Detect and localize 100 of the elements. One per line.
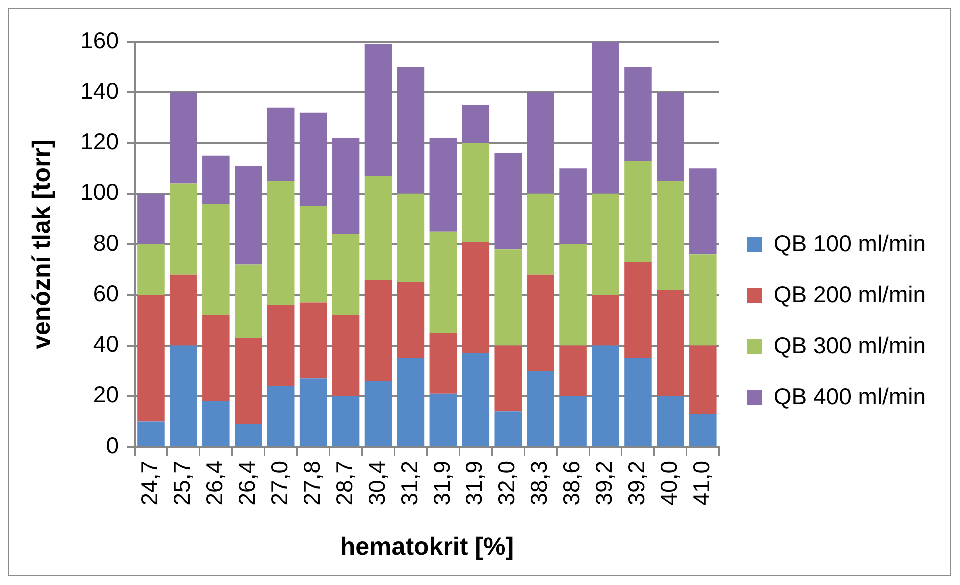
bar — [364, 381, 392, 446]
bar — [170, 274, 198, 346]
bar — [430, 232, 458, 334]
bar — [397, 67, 425, 194]
bar — [657, 92, 684, 182]
x-tick-label: 40,0 — [656, 461, 682, 506]
bar — [560, 396, 587, 446]
bar — [527, 194, 554, 275]
x-axis-title: hematokrit [%] — [340, 532, 514, 561]
bar — [560, 168, 587, 244]
y-tick-label: 40 — [93, 331, 119, 358]
x-tick-label: 39,2 — [591, 461, 618, 506]
bar — [267, 108, 295, 182]
bar — [138, 244, 165, 296]
bar — [494, 346, 522, 412]
y-tick-label: 0 — [106, 432, 119, 458]
bar — [657, 396, 684, 446]
x-tick-label: 38,3 — [526, 461, 552, 506]
y-axis-title: venózní tlak [torr] — [28, 140, 56, 350]
bar — [462, 353, 490, 446]
bar — [202, 156, 230, 204]
bar — [202, 401, 230, 446]
x-tick-label: 41,0 — [688, 461, 715, 506]
bar — [364, 280, 392, 382]
bar — [462, 105, 490, 144]
bar — [592, 346, 620, 446]
bar — [138, 194, 165, 244]
bar — [364, 176, 392, 280]
bar — [430, 333, 458, 394]
bar — [690, 414, 717, 446]
bar — [430, 394, 458, 446]
y-tick-label: 160 — [80, 27, 119, 54]
bar — [462, 242, 490, 354]
x-tick-label: 32,0 — [494, 461, 520, 506]
bar — [300, 206, 328, 303]
bar — [624, 160, 652, 262]
x-tick-label: 26,4 — [234, 460, 260, 506]
bar — [527, 274, 554, 372]
legend-label: QB 200 ml/min — [774, 281, 926, 308]
bar — [332, 396, 360, 446]
bar — [234, 424, 262, 446]
bar — [267, 305, 295, 386]
bar — [138, 295, 165, 422]
y-tick-label: 60 — [93, 280, 119, 306]
bar — [170, 184, 198, 275]
x-tick-label: 28,7 — [331, 461, 358, 506]
y-tick-label: 100 — [80, 179, 119, 206]
bar — [364, 44, 392, 176]
bar — [234, 338, 262, 424]
bar — [202, 315, 230, 402]
x-tick-label: 31,2 — [396, 461, 422, 506]
bar — [690, 346, 717, 414]
bar — [202, 204, 230, 316]
x-tick-label: 25,7 — [169, 461, 196, 506]
bar — [494, 153, 522, 250]
bar — [234, 264, 262, 338]
bar — [397, 282, 425, 358]
bar — [462, 143, 490, 242]
bar — [234, 166, 262, 265]
legend-label: QB 300 ml/min — [774, 332, 926, 358]
bar — [332, 138, 360, 234]
bar — [332, 315, 360, 396]
x-tick-label: 24,7 — [136, 461, 163, 506]
bar — [267, 181, 295, 306]
bar — [624, 262, 652, 358]
bar — [332, 234, 360, 316]
bar — [592, 194, 620, 296]
bar — [170, 92, 198, 184]
x-tick-label: 31,9 — [461, 461, 488, 506]
x-tick-label: 26,4 — [202, 460, 228, 506]
bar — [527, 92, 554, 194]
y-tick-label: 120 — [80, 128, 119, 155]
bar — [300, 378, 328, 446]
x-tick-label: 38,6 — [558, 461, 585, 506]
legend-label: QB 400 ml/min — [774, 383, 926, 410]
bar — [560, 244, 587, 346]
bar — [624, 67, 652, 161]
x-tick-label: 39,2 — [624, 461, 650, 506]
bar — [300, 112, 328, 207]
bar — [592, 295, 620, 346]
bar — [397, 194, 425, 282]
bar — [624, 358, 652, 446]
y-tick-label: 80 — [93, 230, 119, 256]
bar — [657, 290, 684, 396]
bar — [494, 250, 522, 346]
bar — [560, 346, 587, 396]
y-tick-label: 140 — [80, 78, 119, 104]
x-tick-label: 31,9 — [428, 461, 455, 506]
x-tick-label: 27,0 — [266, 461, 292, 506]
bar — [267, 386, 295, 446]
bar — [527, 371, 554, 446]
legend-label: QB 100 ml/min — [774, 230, 926, 256]
bar — [690, 254, 717, 346]
y-tick-label: 20 — [93, 382, 119, 408]
bar — [657, 181, 684, 290]
bar — [494, 412, 522, 446]
bar — [300, 302, 328, 379]
bar — [138, 422, 165, 446]
bar — [592, 42, 620, 194]
bar — [690, 168, 717, 255]
